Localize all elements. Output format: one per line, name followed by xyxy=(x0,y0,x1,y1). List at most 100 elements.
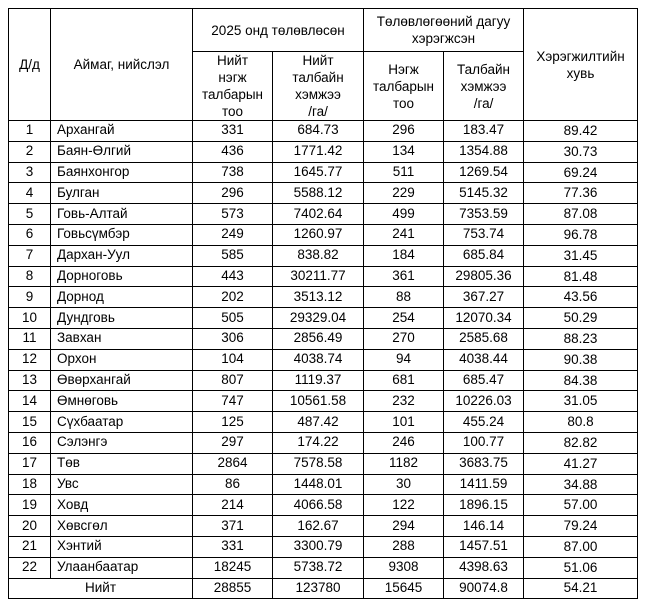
table-row: 4 Булган 296 5588.12 229 5145.32 77.36 xyxy=(8,182,639,205)
cell-row-number: 3 xyxy=(8,161,51,184)
cell-region-name: Булган xyxy=(50,182,193,205)
cell-planned-count: 505 xyxy=(192,307,273,329)
cell-row-number: 19 xyxy=(8,494,51,517)
cell-row-number: 14 xyxy=(8,390,51,413)
cell-implemented-area: 3683.75 xyxy=(443,452,525,475)
cell-planned-area: 29329.04 xyxy=(271,307,365,329)
cell-implemented-area: 100.77 xyxy=(443,431,525,454)
cell-region-name: Орхон xyxy=(50,348,193,371)
cell-percent: 80.8 xyxy=(523,411,639,433)
cell-implemented-count: 499 xyxy=(363,203,445,225)
cell-implemented-area: 685.84 xyxy=(443,244,525,267)
cell-planned-area: 162.67 xyxy=(271,515,365,537)
cell-percent: 57.00 xyxy=(523,494,639,517)
cell-planned-area: 2856.49 xyxy=(271,327,365,350)
cell-implemented-area: 1457.51 xyxy=(443,535,525,558)
cell-row-number: 8 xyxy=(8,265,51,288)
cell-planned-count: 443 xyxy=(192,265,273,288)
cell-implemented-area: 1354.88 xyxy=(443,140,525,163)
cell-implemented-area: 1896.15 xyxy=(443,494,525,517)
cell-row-number: 17 xyxy=(8,452,51,475)
cell-region-name: Төв xyxy=(50,452,193,475)
cell-planned-count: 331 xyxy=(192,535,273,558)
cell-region-name: Дорноговь xyxy=(50,265,193,288)
cell-implemented-count: 296 xyxy=(363,120,445,142)
cell-percent: 43.56 xyxy=(523,286,639,309)
cell-percent: 84.38 xyxy=(523,369,639,392)
cell-implemented-count: 134 xyxy=(363,140,445,163)
table-row: 14 Өмнөговь 747 10561.58 232 10226.03 31.05 xyxy=(8,390,639,413)
cell-row-number: 5 xyxy=(8,203,51,225)
cell-implemented-area: 183.47 xyxy=(443,120,525,142)
cell-planned-count: 104 xyxy=(192,348,273,371)
cell-row-number: 11 xyxy=(8,327,51,350)
cell-planned-count: 807 xyxy=(192,369,273,392)
cell-implemented-area: 12070.34 xyxy=(443,307,525,329)
table-row: 7 Дархан-Уул 585 838.82 184 685.84 31.45 xyxy=(8,244,639,267)
cell-percent: 41.27 xyxy=(523,452,639,475)
cell-planned-area: 3300.79 xyxy=(271,535,365,558)
cell-percent: 50.29 xyxy=(523,307,639,329)
cell-row-number: 1 xyxy=(8,120,51,142)
cell-implemented-area: 146.14 xyxy=(443,515,525,537)
cell-region-name: Улаанбаатар xyxy=(50,556,193,579)
cell-row-number: 9 xyxy=(8,286,51,309)
cell-implemented-count: 681 xyxy=(363,369,445,392)
cell-planned-count: 306 xyxy=(192,327,273,350)
cell-row-number: 22 xyxy=(8,556,51,579)
cell-percent: 69.24 xyxy=(523,161,639,184)
cell-planned-count: 125 xyxy=(192,411,273,433)
cell-implemented-count: 294 xyxy=(363,515,445,537)
header-row-groups: Д/д Аймаг, нийслэл 2025 онд төлөвлөсөн Т… xyxy=(8,8,639,121)
cell-implemented-area: 455.24 xyxy=(443,411,525,433)
table-row: 20 Хөвсгөл 371 162.67 294 146.14 79.24 xyxy=(8,515,639,537)
cell-planned-count: 371 xyxy=(192,515,273,537)
cell-planned-count: 738 xyxy=(192,161,273,184)
cell-planned-area: 174.22 xyxy=(271,431,365,454)
cell-region-name: Өвөрхангай xyxy=(50,369,193,392)
cell-percent: 31.45 xyxy=(523,244,639,267)
cell-planned-area: 4038.74 xyxy=(271,348,365,371)
cell-percent: 90.38 xyxy=(523,348,639,371)
cell-percent: 51.06 xyxy=(523,556,639,579)
cell-implemented-count: 229 xyxy=(363,182,445,205)
cell-implemented-count: 254 xyxy=(363,307,445,329)
cell-implemented-area: 1411.59 xyxy=(443,473,525,496)
cell-percent: 31.05 xyxy=(523,390,639,413)
table-row: 12 Орхон 104 4038.74 94 4038.44 90.38 xyxy=(8,348,639,371)
cell-implemented-area: 1269.54 xyxy=(443,161,525,184)
cell-region-name: Дундговь xyxy=(50,307,193,329)
table-row: 22 Улаанбаатар 18245 5738.72 9308 4398.63 51.0… xyxy=(8,556,639,579)
cell-planned-area: 1645.77 xyxy=(271,161,365,184)
table-row: 21 Хэнтий 331 3300.79 288 1457.51 87.00 xyxy=(8,535,639,558)
cell-planned-area: 684.73 xyxy=(271,120,365,142)
header-row-subcolumns: Нийт нэгж талбарын тоо Нийт талбайн хэмж… xyxy=(9,51,638,121)
table-row: 17 Төв 2864 7578.58 1182 3683.75 41.27 xyxy=(8,452,639,475)
cell-region-name: Ховд xyxy=(50,494,193,517)
cell-row-number: 7 xyxy=(8,244,51,267)
cell-planned-area: 7578.58 xyxy=(271,452,365,475)
table-row: 10 Дундговь 505 29329.04 254 12070.34 50.29 xyxy=(8,307,639,329)
table-row: 16 Сэлэнгэ 297 174.22 246 100.77 82.82 xyxy=(8,431,639,454)
table-row: 15 Сүхбаатар 125 487.42 101 455.24 80.8 xyxy=(8,411,639,433)
cell-planned-area: 1119.37 xyxy=(271,369,365,392)
cell-implemented-area: 753.74 xyxy=(443,223,525,246)
cell-planned-area: 3513.12 xyxy=(271,286,365,309)
cell-planned-count: 297 xyxy=(192,431,273,454)
table-body: 1 Архангай 331 684.73 296 183.47 89.42 2 Баян-Өл… xyxy=(8,120,639,579)
cell-row-number: 16 xyxy=(8,431,51,454)
cell-region-name: Хөвсгөл xyxy=(50,515,193,537)
cell-percent: 34.88 xyxy=(523,473,639,496)
cell-implemented-count: 9308 xyxy=(363,556,445,579)
cell-implemented-area: 29805.36 xyxy=(443,265,525,288)
cell-planned-count: 249 xyxy=(192,223,273,246)
cell-planned-area: 7402.64 xyxy=(271,203,365,225)
cell-region-name: Дархан-Уул xyxy=(50,244,193,267)
cell-implemented-count: 288 xyxy=(363,535,445,558)
cell-implemented-area: 685.47 xyxy=(443,369,525,392)
cell-planned-count: 436 xyxy=(192,140,273,163)
table-row: 1 Архангай 331 684.73 296 183.47 89.42 xyxy=(8,120,639,142)
cell-implemented-count: 1182 xyxy=(363,452,445,475)
cell-implemented-count: 122 xyxy=(363,494,445,517)
